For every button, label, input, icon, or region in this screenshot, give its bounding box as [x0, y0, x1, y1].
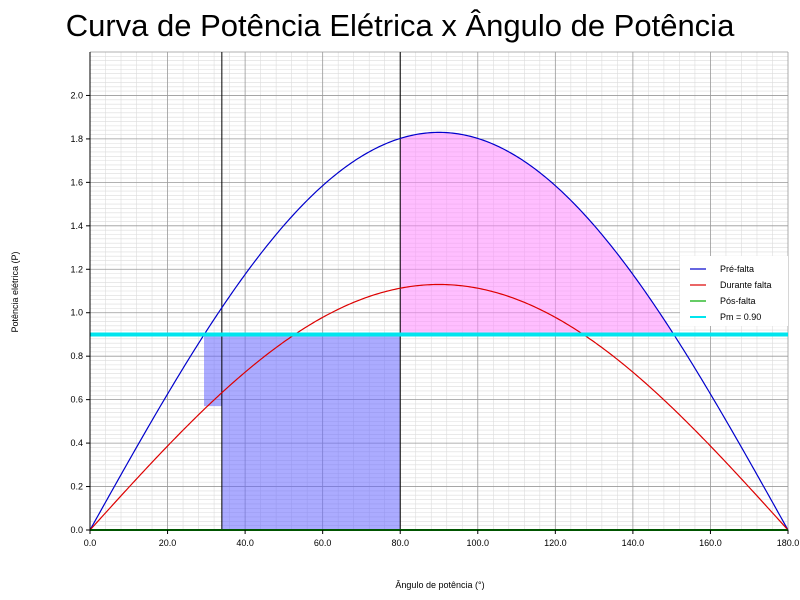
y-tick-label: 0.2: [70, 482, 83, 492]
area-acceleration: [204, 334, 401, 530]
tick-labels: 0.0 20.0 40.0 60.0 80.0 100.0 120.0 140.0 160.0 1…: [70, 90, 799, 548]
x-tick-label: 60.0: [314, 538, 332, 548]
x-tick-label: 0.0: [84, 538, 97, 548]
y-tick-label: 0.0: [70, 525, 83, 535]
legend-box: [680, 256, 788, 326]
x-tick-label: 40.0: [236, 538, 254, 548]
chart-title: Curva de Potência Elétrica x Ângulo de P…: [65, 8, 735, 43]
y-tick-label: 1.8: [70, 134, 83, 144]
y-tick-label: 1.2: [70, 264, 83, 274]
legend: Pré-falta Durante falta Pós-falta Pm = 0.90: [680, 256, 788, 326]
x-tick-label: 120.0: [544, 538, 567, 548]
area-deceleration: [400, 132, 674, 335]
x-tick-label: 20.0: [159, 538, 177, 548]
legend-label: Pm = 0.90: [720, 312, 761, 322]
y-tick-label: 1.6: [70, 177, 83, 187]
y-tick-label: 0.4: [70, 438, 83, 448]
y-tick-label: 0.6: [70, 395, 83, 405]
y-axis-label: Potência elétrica (P): [10, 251, 20, 332]
series-line: [89, 283, 789, 531]
x-tick-label: 160.0: [699, 538, 722, 548]
x-tick-label: 80.0: [391, 538, 409, 548]
x-axis-label: Ângulo de potência (°): [395, 580, 484, 590]
shaded-areas: [204, 132, 674, 530]
y-tick-label: 1.4: [70, 221, 83, 231]
y-tick-label: 1.0: [70, 308, 83, 318]
y-tick-label: 2.0: [70, 90, 83, 100]
x-tick-label: 100.0: [467, 538, 490, 548]
legend-label: Pós-falta: [720, 296, 756, 306]
legend-label: Durante falta: [720, 280, 772, 290]
series-line: [89, 131, 789, 531]
y-tick-label: 0.8: [70, 351, 83, 361]
x-tick-label: 140.0: [622, 538, 645, 548]
x-tick-label: 180.0: [777, 538, 800, 548]
legend-label: Pré-falta: [720, 264, 754, 274]
axes: [89, 52, 788, 531]
